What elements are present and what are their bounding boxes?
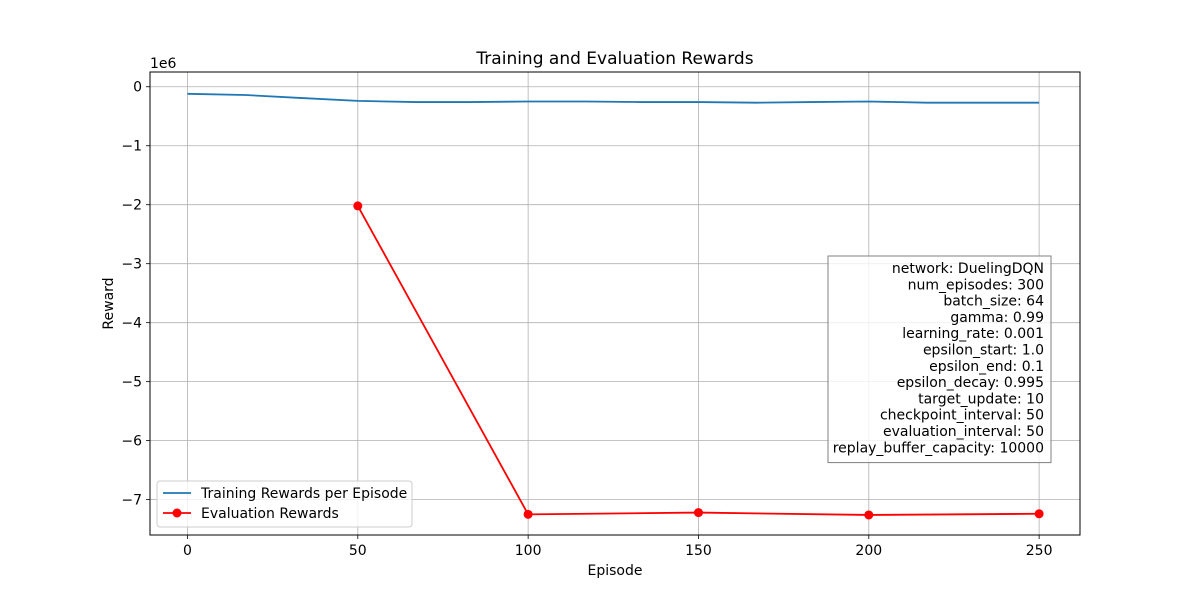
x-tick-label: 200	[855, 543, 882, 559]
hyperparameter-line: epsilon_decay: 0.995	[897, 375, 1044, 391]
x-tick-label: 250	[1026, 543, 1053, 559]
y-tick-label: −6	[121, 434, 142, 450]
y-axis-scale-note: 1e6	[150, 56, 177, 72]
y-tick-label: −5	[121, 375, 142, 391]
hyperparameter-line: epsilon_end: 0.1	[929, 359, 1044, 375]
hyperparameter-line: gamma: 0.99	[950, 310, 1044, 326]
series-evaluation-rewards	[353, 201, 1044, 520]
x-axis-label: Episode	[588, 563, 643, 579]
legend: Training Rewards per Episode Evaluation R…	[156, 480, 413, 528]
y-axis-label: Reward	[101, 277, 117, 329]
series-training-rewards	[187, 92, 1040, 104]
y-tick-label: −2	[121, 198, 142, 214]
series-layer	[187, 92, 1044, 520]
hyperparameter-line: num_episodes: 300	[908, 277, 1044, 293]
y-tick-label: −7	[121, 493, 142, 509]
hyperparameter-line: target_update: 10	[918, 391, 1044, 407]
training-rewards-line	[187, 92, 1040, 104]
x-tick-label: 150	[685, 543, 712, 559]
x-tick-label: 50	[349, 543, 367, 559]
hyperparameters-box-frame	[827, 255, 1052, 464]
ticks: 0 50 100 150 200 250 0 −1 −2 −3 −4 −5 −6 −7	[121, 80, 1052, 559]
hyperparameter-line: evaluation_interval: 50	[883, 424, 1044, 440]
legend-entry: Evaluation Rewards	[201, 506, 339, 522]
hyperparameter-line: checkpoint_interval: 50	[880, 408, 1044, 424]
hyperparameter-line: epsilon_start: 1.0	[923, 343, 1044, 359]
y-tick-label: −1	[121, 139, 142, 155]
hyperparameter-line: replay_buffer_capacity: 10000	[833, 440, 1044, 456]
legend-marker	[172, 508, 182, 518]
x-tick-label: 100	[515, 543, 542, 559]
legend-frame	[156, 480, 413, 528]
evaluation-reward-point	[693, 508, 703, 518]
hyperparameter-line: learning_rate: 0.001	[902, 326, 1044, 342]
hyperparameter-line: network: DuelingDQN	[892, 261, 1044, 277]
y-tick-label: −4	[121, 316, 142, 332]
evaluation-reward-point	[864, 510, 874, 520]
evaluation-reward-point	[353, 201, 363, 211]
chart-title: Training and Evaluation Rewards	[475, 49, 753, 69]
y-tick-label: −3	[121, 257, 142, 273]
x-tick-label: 0	[183, 543, 192, 559]
hyperparameter-line: batch_size: 64	[943, 294, 1044, 310]
axes-frame	[149, 71, 1081, 536]
evaluation-reward-point	[523, 509, 533, 519]
evaluation-reward-point	[1034, 509, 1044, 519]
y-tick-label: 0	[133, 80, 142, 96]
legend-entry: Training Rewards per Episode	[200, 486, 407, 502]
